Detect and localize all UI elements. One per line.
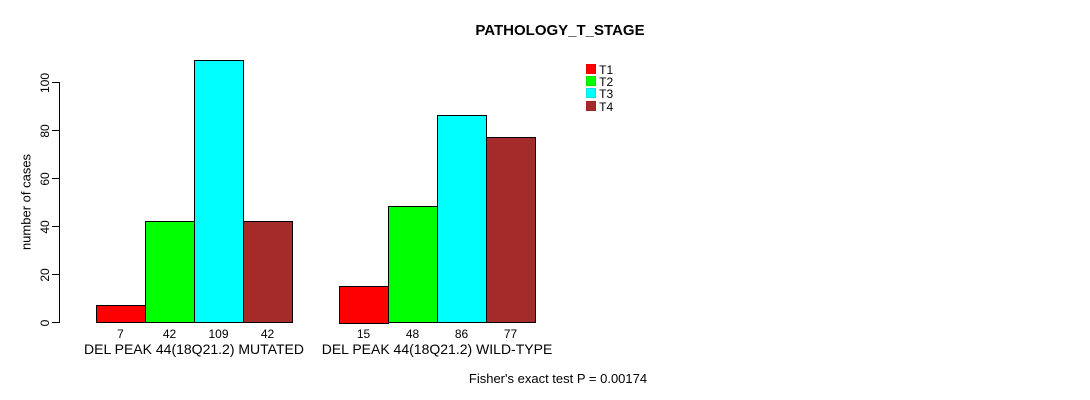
y-tick-label-100: 100 xyxy=(38,72,52,93)
y-axis-tick-40 xyxy=(52,226,60,227)
legend-label-t3: T3 xyxy=(596,87,614,102)
y-axis-tick-80 xyxy=(52,130,60,131)
legend-label-t1: T1 xyxy=(596,63,614,77)
bar-value-label-t2-group2: 48 xyxy=(405,327,420,341)
y-axis-tick-60 xyxy=(52,178,60,179)
y-tick-label-60: 60 xyxy=(38,171,52,186)
y-tick-label-80: 80 xyxy=(38,123,52,138)
legend-label-t2: T2 xyxy=(596,75,614,90)
fisher-test-annotation: Fisher's exact test P = 0.00174 xyxy=(468,371,648,386)
y-tick-label-0: 0 xyxy=(38,319,52,326)
legend-swatch-t2 xyxy=(586,76,596,87)
group-label-1: DEL PEAK 44(18Q21.2) MUTATED xyxy=(84,341,304,357)
legend-row-t1: T1 xyxy=(586,64,613,76)
legend-label-t4: T4 xyxy=(596,99,614,114)
bar-t3-group1 xyxy=(194,59,244,324)
legend-swatch-t3 xyxy=(586,88,596,99)
y-axis-line xyxy=(59,82,60,323)
bar-value-label-t1-group1: 7 xyxy=(117,327,124,341)
y-tick-label-20: 20 xyxy=(38,267,52,282)
legend-swatch-t1 xyxy=(586,64,596,74)
bar-t3-group2 xyxy=(437,115,487,324)
bar-t1-group1 xyxy=(96,304,146,324)
bar-value-label-t2-group1: 42 xyxy=(162,327,177,341)
bar-value-label-t3-group1: 109 xyxy=(208,327,229,341)
bar-value-label-t1-group2: 15 xyxy=(356,327,371,341)
bar-t4-group1 xyxy=(243,220,293,324)
bar-t4-group2 xyxy=(486,136,536,324)
chart-title: PATHOLOGY_T_STAGE xyxy=(475,22,645,39)
bar-t2-group2 xyxy=(388,206,438,324)
legend-row-t3: T3 xyxy=(586,88,613,100)
y-axis-title: number of cases xyxy=(18,153,34,251)
y-tick-label-40: 40 xyxy=(38,219,52,234)
bar-value-label-t4-group1: 42 xyxy=(260,327,275,341)
legend: T1 T2 T3 T4 xyxy=(586,64,613,113)
y-axis-tick-0 xyxy=(52,322,60,323)
group-label-2: DEL PEAK 44(18Q21.2) WILD-TYPE xyxy=(321,341,553,357)
legend-row-t2: T2 xyxy=(586,76,613,88)
bar-value-label-t4-group2: 77 xyxy=(503,327,518,341)
legend-row-t4: T4 xyxy=(586,99,614,114)
legend-swatch-t4 xyxy=(586,100,596,111)
bar-t2-group1 xyxy=(145,220,195,324)
y-axis-tick-100 xyxy=(52,82,60,83)
bar-t1-group2 xyxy=(339,285,389,324)
y-axis-tick-20 xyxy=(52,274,60,275)
bar-value-label-t3-group2: 86 xyxy=(454,327,469,341)
